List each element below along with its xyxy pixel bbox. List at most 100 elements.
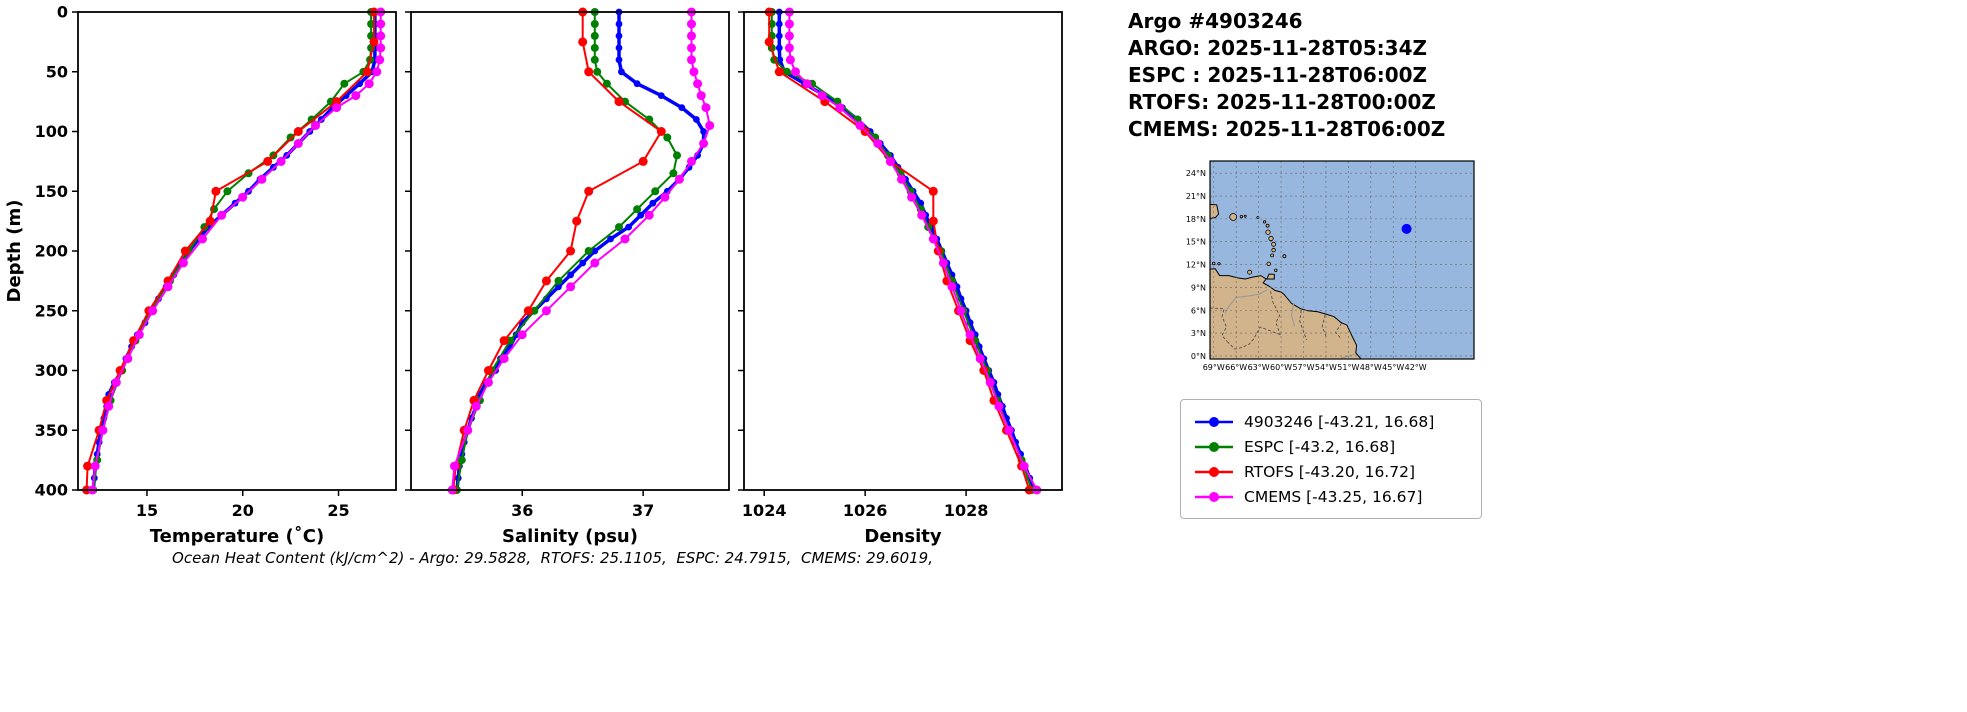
espc-legend-marker-icon [1195, 441, 1233, 452]
legend-label-cmems: CMEMS [-43.25, 16.67] [1244, 487, 1423, 506]
country-border [1321, 314, 1328, 339]
temperature-x-tick-label: 15 [136, 501, 158, 520]
island [1217, 262, 1221, 266]
panel-salinity: 36 37 Salinity (psu) [405, 7, 730, 547]
island [1271, 241, 1276, 247]
map-lat-label: 15°N [1186, 238, 1206, 247]
island [1239, 214, 1244, 219]
map-lon-label: 42°W [1405, 363, 1427, 372]
depth-tick-label: 350 [35, 421, 68, 440]
map-lat-label: 18°N [1186, 215, 1206, 224]
rtofs-temperature-series [82, 7, 379, 495]
depth-tick-label: 200 [35, 242, 68, 261]
depth-tick-label: 400 [35, 481, 68, 500]
map-lat-label: 6°N [1191, 306, 1206, 315]
cmems-timestamp: CMEMS: 2025-11-28T06:00Z [1128, 117, 1446, 141]
map-lon-label: 51°W [1337, 363, 1359, 372]
legend-item-rtofs: RTOFS [-43.20, 16.72] [1193, 459, 1469, 484]
map-lon-label: 63°W [1248, 363, 1270, 372]
country-border [1210, 307, 1228, 342]
panel-temperature: 15 20 25050100150200250300350400Temperatur… [35, 3, 397, 547]
depth-tick-label: 100 [35, 122, 68, 141]
legend-label-rtofs: RTOFS [-43.20, 16.72] [1244, 462, 1416, 481]
island [1268, 235, 1274, 242]
map-lon-label: 45°W [1382, 363, 1404, 372]
island [1263, 220, 1267, 224]
map-lon-label: 54°W [1315, 363, 1337, 372]
landmass [1266, 273, 1275, 280]
country-border [1270, 291, 1281, 335]
island [1282, 254, 1287, 259]
map-frame [1209, 160, 1475, 360]
depth-tick-label: 250 [35, 301, 68, 320]
legend: 4903246 [-43.21, 16.68] ESPC [-43.2, 16.… [1180, 399, 1482, 519]
legend-item-cmems: CMEMS [-43.25, 16.67] [1193, 484, 1469, 509]
ocean-heat-content-text: Ocean Heat Content (kJ/cm^2) - Argo: 29.… [172, 549, 933, 567]
legend-label-argo: 4903246 [-43.21, 16.68] [1244, 412, 1435, 431]
map-lon-label: 60°W [1270, 363, 1292, 372]
island [1270, 253, 1274, 258]
rtofs-legend-marker-icon [1195, 466, 1233, 477]
argo-timestamp: ARGO: 2025-11-28T05:34Z [1128, 36, 1427, 60]
legend-item-espc: ESPC [-43.2, 16.68] [1193, 434, 1469, 459]
cmems-legend-marker-icon [1195, 491, 1233, 502]
island [1243, 214, 1247, 218]
country-border [1226, 326, 1281, 350]
depth-tick-label: 50 [46, 62, 68, 81]
island [1229, 213, 1238, 221]
map-lon-label: 57°W [1292, 363, 1314, 372]
depth-tick-label: 0 [57, 3, 68, 22]
legend-label-espc: ESPC [-43.2, 16.68] [1244, 437, 1396, 456]
island [1265, 229, 1271, 235]
map-lon-label: 66°W [1225, 363, 1247, 372]
island [1274, 268, 1278, 272]
rtofs-salinity-series [448, 7, 666, 495]
map-lat-label: 24°N [1186, 169, 1206, 178]
river [1290, 303, 1296, 327]
map-lat-label: 9°N [1191, 283, 1206, 292]
salinity-x-tick-label: 37 [632, 501, 654, 520]
salinity-x-tick-label: 36 [511, 501, 533, 520]
temperature-axis-label: Temperature (˚C) [150, 525, 324, 547]
map-lat-label: 3°N [1191, 329, 1206, 338]
landmass [1210, 268, 1362, 359]
legend-item-argo: 4903246 [-43.21, 16.68] [1193, 409, 1469, 434]
map-lat-label: 21°N [1186, 192, 1206, 201]
salinity-axis-label: Salinity (psu) [502, 526, 638, 547]
density-x-tick-label: 1024 [742, 501, 787, 520]
map-lon-label: 48°W [1360, 363, 1382, 372]
landmass [1210, 203, 1220, 220]
density-x-tick-label: 1026 [843, 501, 888, 520]
float-location-marker [1401, 223, 1412, 234]
depth-axis-label: Depth (m) [4, 200, 25, 303]
density-axis-label: Density [864, 526, 941, 547]
profile-charts: 15 20 25050100150200250300350400Temperatur… [4, 3, 1063, 547]
island [1271, 247, 1276, 253]
map-lat-label: 12°N [1186, 261, 1206, 270]
country-border [1299, 310, 1307, 341]
temperature-x-tick-label: 25 [327, 501, 349, 520]
river [1340, 353, 1355, 359]
float-title: Argo #4903246 [1128, 9, 1303, 33]
rtofs-timestamp: RTOFS: 2025-11-28T00:00Z [1128, 90, 1436, 114]
4903246-temperature-series [89, 8, 379, 494]
depth-tick-label: 150 [35, 182, 68, 201]
cmems-salinity-series [447, 7, 715, 495]
river [1224, 289, 1268, 314]
espc-timestamp: ESPC : 2025-11-28T06:00Z [1128, 63, 1428, 87]
4903246-salinity-series [453, 8, 707, 494]
island [1266, 261, 1271, 266]
country-border [1335, 322, 1342, 340]
map-lon-label: 69°W [1203, 363, 1225, 372]
density-frame [743, 11, 1063, 491]
location-map-wrap: 69°W 66°W 63°W 60°W 57°W 54°W 51°W 48°W 45°W 42°W… [1168, 155, 1558, 387]
cmems-temperature-series [87, 7, 386, 495]
info-panel: Argo #4903246 ARGO: 2025-11-28T05:34Z ES… [1128, 8, 1558, 519]
island [1265, 223, 1270, 228]
temperature-x-tick-label: 20 [232, 501, 254, 520]
map-features [1210, 161, 1474, 359]
argo-legend-marker-icon [1195, 416, 1233, 427]
island [1247, 269, 1252, 275]
location-map: 69°W 66°W 63°W 60°W 57°W 54°W 51°W 48°W 45°W 42°W… [1186, 160, 1475, 372]
